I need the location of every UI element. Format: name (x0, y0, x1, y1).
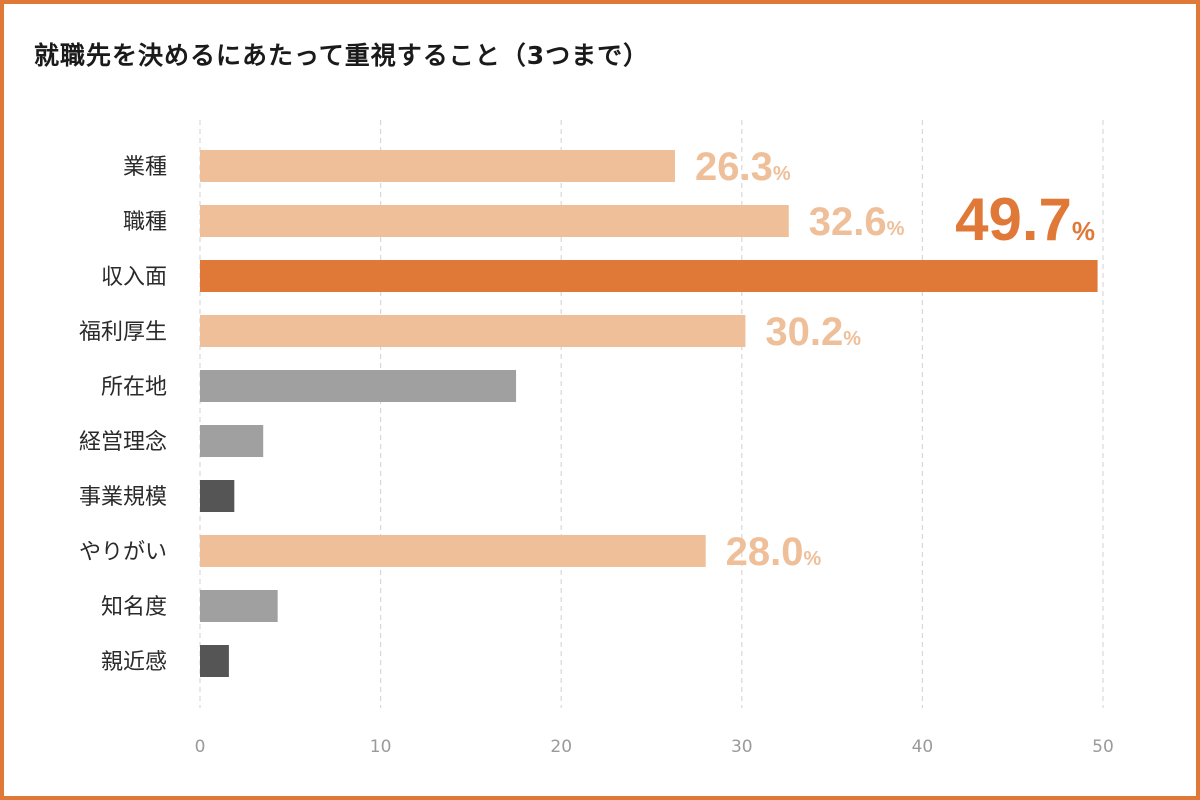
bar (200, 425, 264, 457)
x-tick-label: 30 (731, 737, 753, 757)
data-label-value: 26.3 (695, 145, 773, 189)
category-label: 親近感 (101, 650, 167, 675)
data-label-unit: % (1072, 216, 1095, 246)
chart-title: 就職先を決めるにあたって重視すること（3つまで） (34, 41, 650, 70)
data-label-unit: % (843, 328, 861, 350)
bar (200, 315, 746, 347)
x-tick-label: 50 (1092, 737, 1114, 757)
data-label: 32.6% (809, 200, 905, 244)
x-tick-label: 40 (912, 737, 934, 757)
bar (200, 480, 235, 512)
data-label-value: 49.7 (955, 186, 1072, 253)
data-label-unit: % (887, 218, 905, 240)
bar (200, 150, 675, 182)
bar (200, 370, 517, 402)
x-tick-label: 20 (550, 737, 572, 757)
category-label: 収入面 (101, 265, 167, 290)
bar (200, 590, 278, 622)
category-label: 事業規模 (79, 485, 167, 510)
data-label: 26.3% (695, 145, 791, 189)
data-label-value: 28.0 (726, 530, 804, 574)
data-label: 28.0% (726, 530, 822, 574)
category-label: 知名度 (101, 595, 167, 620)
x-tick-label: 10 (370, 737, 392, 757)
data-label: 30.2% (765, 310, 861, 354)
data-label: 49.7% (955, 186, 1095, 253)
bar (200, 645, 229, 677)
category-label: やりがい (79, 540, 167, 565)
data-label-value: 32.6 (809, 200, 887, 244)
data-label-unit: % (773, 163, 791, 185)
bar (200, 205, 789, 237)
data-label-value: 30.2 (765, 310, 843, 354)
category-label: 業種 (123, 155, 167, 180)
category-label: 職種 (123, 210, 167, 235)
bar (200, 260, 1098, 292)
data-label-unit: % (804, 548, 822, 570)
category-label: 福利厚生 (79, 320, 167, 345)
category-label: 所在地 (101, 375, 167, 400)
category-label: 経営理念 (79, 430, 167, 455)
x-tick-label: 0 (195, 737, 206, 757)
bar (200, 535, 706, 567)
